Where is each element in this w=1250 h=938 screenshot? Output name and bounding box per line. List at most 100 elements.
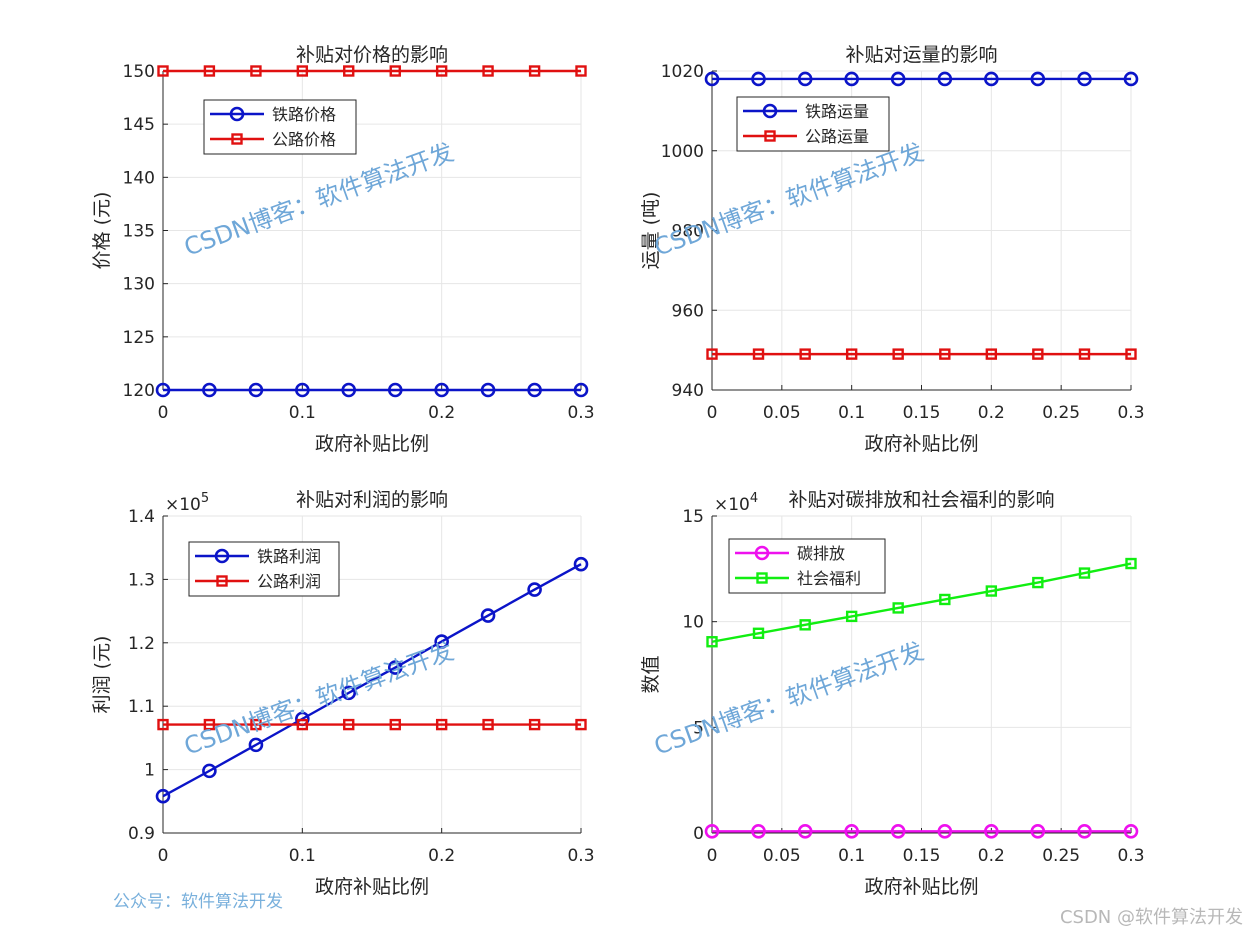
legend-swatch-marker [231,133,243,145]
x-tick-label: 0.25 [1042,403,1080,423]
legend-box [736,96,890,152]
data-point [250,718,262,731]
x-tick-label: 0.3 [1117,846,1144,866]
data-point [343,718,355,731]
legend-label: 社会福利 [797,569,861,588]
data-point [434,634,449,649]
data-point [892,348,904,360]
data-point [939,348,951,360]
y-tick-label: 1.4 [128,507,155,527]
data-point [482,718,494,731]
data-point [435,718,448,731]
y-tick-label: 130 [123,275,155,295]
legend-swatch-marker [216,575,228,587]
data-point [704,71,720,87]
legend-box [203,99,357,155]
data-point [1125,557,1137,570]
x-tick-label: 0.25 [1042,846,1080,866]
y-axis-label: 运量 (吨) [640,192,662,270]
data-point [939,593,951,606]
data-point [480,608,496,623]
data-point [752,348,765,360]
data-point [751,824,766,839]
data-point [985,585,998,597]
legend-swatch-marker [754,545,770,561]
legend-label: 铁路利润 [257,547,321,566]
data-point [984,824,999,839]
legend-label: 公路运量 [805,127,869,146]
series-line [162,563,582,798]
data-point [892,602,904,614]
data-point [527,382,542,398]
data-point [341,382,357,398]
data-point [203,718,216,731]
charts-layer: 0 0.1 0.2 0.3120125130135140145150补贴对价格的影响政… [91,44,1145,898]
x-tick-label: 0 [158,846,169,866]
data-point [1077,824,1092,839]
x-axis-label: 政府补贴比例 [864,876,978,898]
legend-box [728,538,886,594]
series-line [711,562,1132,643]
chart-title: 补贴对价格的影响 [296,44,448,66]
y-tick-label: 15 [682,507,704,527]
legend-swatch-marker [756,572,768,584]
legend-swatch-marker [762,103,778,119]
x-tick-label: 0.3 [567,846,594,866]
x-tick-label: 0.15 [903,403,941,423]
y-tick-label: 1.3 [128,570,155,590]
data-point [389,718,401,731]
data-point [797,824,813,839]
data-point [704,824,720,839]
x-tick-label: 0.2 [978,846,1005,866]
y-axis-multiplier: ×105 [165,491,209,515]
data-point [1077,71,1092,87]
data-point [203,65,216,77]
data-point [1078,567,1091,579]
y-tick-label: 960 [672,301,704,321]
data-point [937,824,953,839]
data-point [248,382,264,398]
data-point [575,718,587,731]
x-axis-label: 政府补贴比例 [315,876,429,898]
y-tick-label: 1.2 [128,634,155,654]
data-point [1125,348,1137,360]
y-axis-multiplier-exponent: 4 [750,491,758,506]
data-point [844,824,859,839]
data-point [296,65,309,77]
y-tick-label: 1.1 [128,697,155,717]
x-tick-label: 0.1 [838,846,865,866]
data-point [1030,71,1046,87]
chart-title: 补贴对运量的影响 [845,44,997,66]
y-tick-label: 145 [123,115,155,135]
x-tick-label: 0.2 [428,403,455,423]
y-axis-label: 利润 (元) [91,636,113,714]
legend-label: 公路价格 [272,130,336,149]
data-point [387,382,403,398]
data-point [250,65,262,77]
chart-3: 0 0.1 0.2 0.3 0.9 1 1.1 1.2 1.3 1.4 ×105 补贴对利润的影响政府… [91,489,595,898]
data-point [528,65,541,77]
x-tick-label: 0 [707,403,718,423]
data-point [482,65,494,77]
footer-watermark: 公众号：软件算法开发 [113,892,283,912]
x-tick-label: 0.05 [763,403,801,423]
data-point [752,627,765,639]
chart-4: 0 0.05 0.1 0.15 0.2 0.25 0.3 0 5 10 15 ×104 补贴对碳排放和社… [640,489,1145,898]
chart-2: 0 0.05 0.1 0.15 0.2 0.25 0.3 940 960 980 1000 1020 补… [640,44,1145,455]
data-point [1032,348,1044,360]
y-tick-label: 980 [672,222,704,242]
x-tick-label: 0.3 [1117,403,1144,423]
data-point [1123,824,1139,839]
data-point [1078,348,1091,360]
data-point [575,65,587,77]
data-point [890,71,906,87]
x-axis-label: 政府补贴比例 [864,433,978,455]
y-axis-label: 数值 [640,655,662,693]
y-axis-multiplier: ×104 [714,491,758,515]
data-point [573,556,589,572]
data-point [1030,824,1046,839]
data-point [343,65,355,77]
x-tick-label: 0.1 [289,403,316,423]
data-point [202,382,217,398]
